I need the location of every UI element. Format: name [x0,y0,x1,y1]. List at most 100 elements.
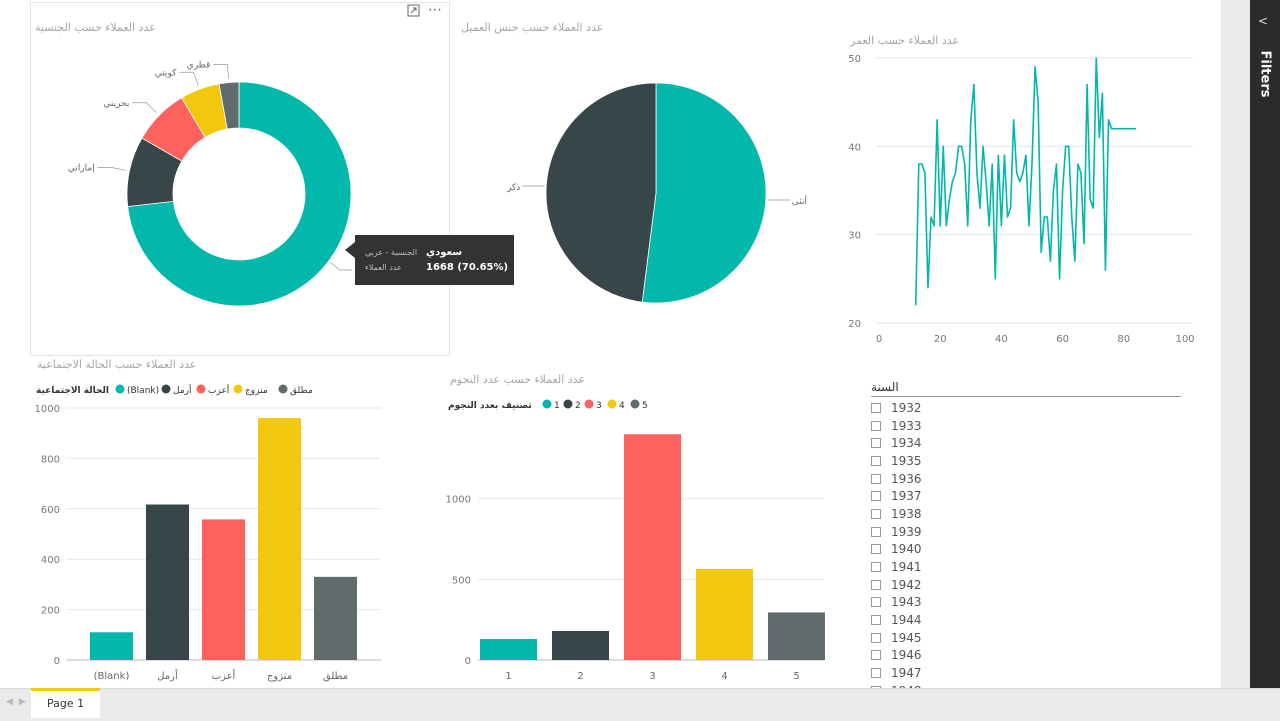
legend-marker [542,399,552,409]
checkbox[interactable] [871,402,881,413]
bar [90,632,133,660]
checkbox[interactable] [871,668,881,679]
slicer-item-1933[interactable]: 1933 [871,417,1191,435]
tooltip-key-nationality: الجنسية - عربي [365,248,418,257]
more-options-icon[interactable]: ⋯ [428,2,443,18]
tooltip-value-nationality: سعودي [426,247,463,258]
checkbox[interactable] [871,615,881,626]
donut-leader-line [329,261,352,271]
slicer-item-1948[interactable]: 1948 [871,682,1191,688]
legend-label: 1 [554,401,560,411]
collapse-chevron-icon[interactable]: < [1258,14,1269,28]
checkbox[interactable] [871,508,881,519]
checkbox[interactable] [871,544,881,555]
bar-y-tick-label: 400 [41,555,60,566]
slicer-item-1932[interactable]: 1932 [871,399,1191,417]
page-nav-arrows-icon[interactable]: ◀▶ [6,697,32,707]
slicer-item-label: 1938 [891,506,922,521]
slicer-item-label: 1942 [891,577,922,592]
checkbox[interactable] [871,579,881,590]
checkbox[interactable] [871,491,881,502]
slicer-item-label: 1946 [891,648,922,663]
slicer-item-1936[interactable]: 1936 [871,470,1191,488]
slicer-item-label: 1937 [891,489,922,504]
slicer-item-1943[interactable]: 1943 [871,594,1191,612]
slicer-item-label: 1934 [891,436,922,451]
year-slicer-list[interactable]: 1932 1933 1934 1935 1936 1937 1938 1939 1940 1941… [871,399,1191,688]
bar [258,418,301,660]
legend-label: 2 [575,401,581,411]
bar-y-tick-label: 0 [54,656,60,667]
slicer-item-1946[interactable]: 1946 [871,647,1191,665]
slicer-item-1938[interactable]: 1938 [871,505,1191,523]
donut-slice [127,81,352,307]
slicer-item-1935[interactable]: 1935 [871,452,1191,470]
bar-y-tick-label: 1000 [35,404,60,415]
donut-leader-line [213,64,229,79]
chart-tooltip: الجنسية - عربي سعودي عدد العملاء 1668 (7… [355,235,514,285]
tab-page-1[interactable]: Page 1 [31,688,100,718]
slicer-item-label: 1940 [891,542,922,557]
line-x-tick-label: 0 [876,334,882,345]
pie-slice-label: أنثى [792,195,807,207]
checkbox[interactable] [871,420,881,431]
line-y-tick-label: 50 [848,54,861,65]
legend-marker [563,399,573,409]
slicer-item-1940[interactable]: 1940 [871,541,1191,559]
slicer-item-label: 1933 [891,418,922,433]
line-y-tick-label: 30 [848,231,861,242]
slicer-item-1945[interactable]: 1945 [871,629,1191,647]
slicer-item-label: 1941 [891,560,922,575]
slicer-item-label: 1943 [891,595,922,610]
slicer-item-1942[interactable]: 1942 [871,576,1191,594]
slicer-item-1944[interactable]: 1944 [871,611,1191,629]
slicer-item-label: 1944 [891,613,922,628]
age-line-chart: 20 30 40 50 0 20 40 60 80 100 [848,54,1194,345]
legend-marker [278,384,288,394]
legend-label: 3 [596,401,602,411]
legend-label: أعزب [208,384,229,396]
slicer-item-1947[interactable]: 1947 [871,664,1191,682]
slicer-item-1934[interactable]: 1934 [871,434,1191,452]
bar-y-tick-label: 500 [452,575,471,586]
bar-x-tick-label: أعزب [212,669,236,682]
donut-leader-line [97,167,126,171]
line-y-tick-label: 20 [848,319,861,330]
donut-slice [218,81,240,130]
bar-x-tick-label: متزوج [267,671,292,682]
slicer-item-1937[interactable]: 1937 [871,487,1191,505]
slicer-item-label: 1932 [891,400,922,415]
visual-focus-border [30,2,450,356]
donut-leader-line [132,102,157,113]
filters-pane[interactable] [1250,0,1280,688]
legend-marker [161,384,171,394]
legend-marker [607,399,617,409]
nationality-donut-chart: إماراتي بحريني كويتي قطري [68,61,352,307]
bar-y-tick-label: 0 [465,656,471,667]
checkbox[interactable] [871,632,881,643]
checkbox[interactable] [871,438,881,449]
checkbox[interactable] [871,650,881,661]
checkbox[interactable] [871,473,881,484]
checkbox[interactable] [871,685,881,688]
checkbox[interactable] [871,597,881,608]
checkbox[interactable] [871,562,881,573]
bar [552,630,609,660]
line-x-tick-label: 100 [1175,334,1194,345]
bar [624,434,681,660]
slicer-item-1939[interactable]: 1939 [871,523,1191,541]
legend-label: (Blank) [127,386,159,396]
marital-chart-title: عدد العملاء حسب الحالة الاجتماعية [37,358,197,371]
slicer-header-divider [871,396,1181,397]
slicer-item-label: 1948 [891,684,922,688]
checkbox[interactable] [871,526,881,537]
checkbox[interactable] [871,455,881,466]
bar-legend: تصنيف بعدد النجوم 1 2 3 4 5 [448,399,648,411]
slicer-item-1941[interactable]: 1941 [871,558,1191,576]
legend-marker [196,384,206,394]
focus-mode-icon[interactable] [407,4,420,17]
line-x-tick-label: 80 [1117,334,1130,345]
donut-slice-label: كويتي [155,68,177,78]
pie-slice [545,82,657,303]
stars-chart-title: عدد العملاء حسب عدد النجوم [450,373,586,386]
